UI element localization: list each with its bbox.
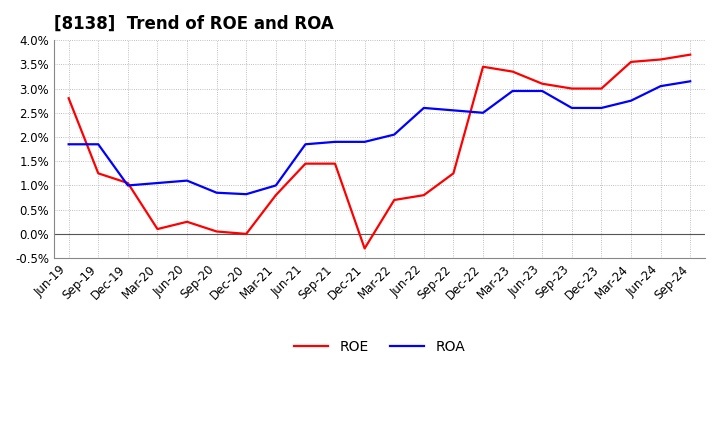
ROA — [124, 183, 132, 188]
ROA — [390, 132, 399, 137]
ROE — [449, 171, 458, 176]
ROE — [508, 69, 517, 74]
ROA — [212, 190, 221, 195]
ROE — [94, 171, 102, 176]
Legend: ROE, ROA: ROE, ROA — [288, 335, 471, 360]
ROA — [330, 139, 339, 144]
ROA — [271, 183, 280, 188]
ROA — [686, 79, 695, 84]
ROA — [153, 180, 162, 186]
ROA — [94, 142, 102, 147]
ROE — [330, 161, 339, 166]
ROE — [420, 193, 428, 198]
ROA — [242, 191, 251, 197]
ROE — [242, 231, 251, 237]
ROA — [567, 105, 576, 110]
ROA — [420, 105, 428, 110]
ROE — [538, 81, 546, 86]
ROE — [212, 229, 221, 234]
ROE — [597, 86, 606, 91]
ROE — [271, 193, 280, 198]
ROE — [657, 57, 665, 62]
ROE — [360, 246, 369, 251]
Line: ROE: ROE — [68, 55, 690, 249]
ROA — [479, 110, 487, 115]
ROE — [390, 198, 399, 203]
ROE — [567, 86, 576, 91]
ROA — [64, 142, 73, 147]
ROA — [360, 139, 369, 144]
ROE — [626, 59, 635, 65]
ROE — [301, 161, 310, 166]
ROA — [508, 88, 517, 94]
ROE — [686, 52, 695, 57]
ROA — [183, 178, 192, 183]
ROA — [597, 105, 606, 110]
Line: ROA: ROA — [68, 81, 690, 194]
ROE — [183, 219, 192, 224]
ROE — [124, 180, 132, 186]
ROE — [64, 95, 73, 101]
ROE — [153, 227, 162, 232]
ROA — [301, 142, 310, 147]
Text: [8138]  Trend of ROE and ROA: [8138] Trend of ROE and ROA — [54, 15, 333, 33]
ROE — [479, 64, 487, 70]
ROA — [538, 88, 546, 94]
ROA — [626, 98, 635, 103]
ROA — [449, 108, 458, 113]
ROA — [657, 84, 665, 89]
